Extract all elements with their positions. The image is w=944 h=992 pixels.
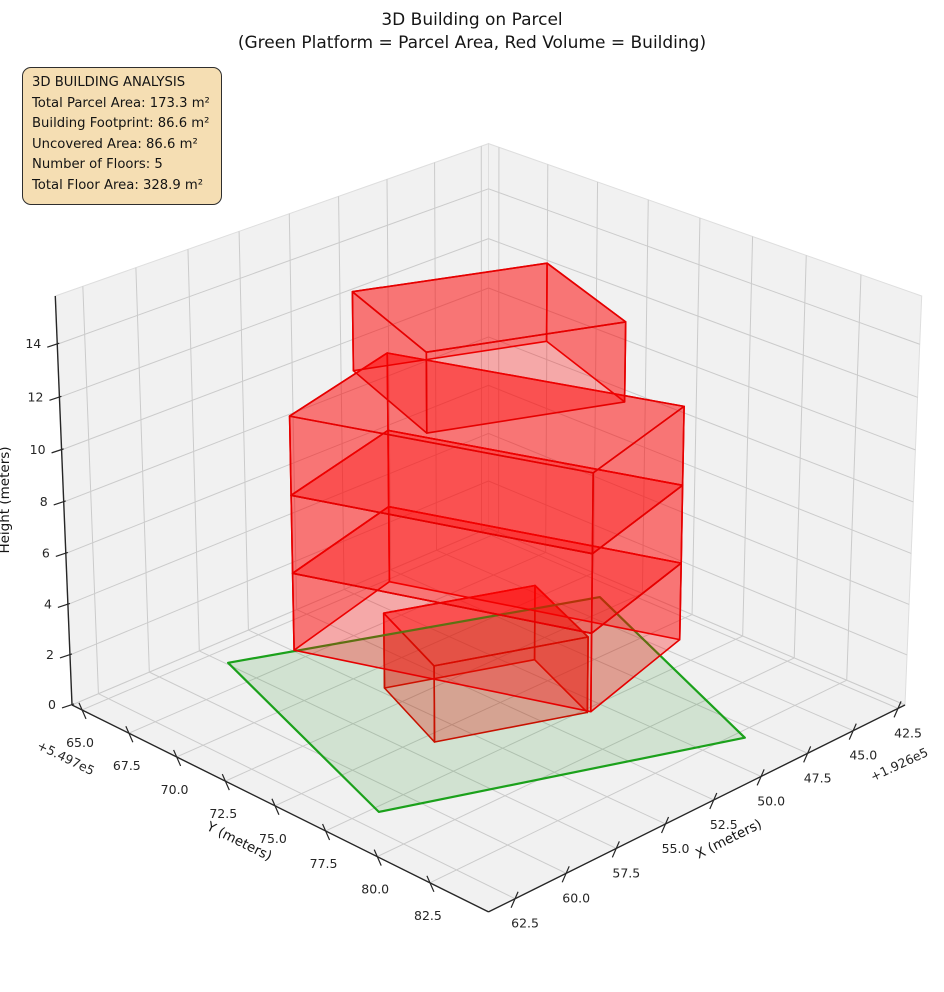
parcel-platform — [227, 595, 746, 814]
info-box-line: Total Parcel Area: 173.3 m² — [32, 95, 210, 111]
x-tick-label: 52.5 — [710, 817, 738, 832]
info-box-title: 3D BUILDING ANALYSIS — [32, 75, 186, 90]
z-tick-label: 14 — [25, 336, 41, 351]
tick-marks — [47, 342, 902, 908]
x-axis-spine — [488, 704, 906, 913]
z-axis-label: Height (meters) — [0, 446, 13, 553]
z-tick-label: 2 — [46, 647, 54, 662]
y-tick-label: 80.0 — [361, 882, 389, 897]
building-floor-top-face — [382, 584, 589, 667]
plot-subtitle: (Green Platform = Parcel Area, Red Volum… — [237, 33, 707, 53]
y-tick-label: 72.5 — [209, 806, 237, 821]
building-floor-top-face — [351, 262, 627, 354]
x-tick-label: 55.0 — [662, 841, 690, 856]
info-box-line: Building Footprint: 86.6 m² — [32, 116, 210, 132]
x-tick-label: 45.0 — [849, 748, 877, 763]
x-tick-label: 42.5 — [894, 725, 922, 740]
info-box-line: Number of Floors: 5 — [32, 157, 163, 173]
y-tick-label: 75.0 — [259, 831, 287, 846]
y-tick-label: 70.0 — [161, 782, 189, 797]
x-tick-label: 50.0 — [757, 793, 785, 808]
y-tick-label: 77.5 — [310, 856, 338, 871]
z-tick-label: 6 — [42, 545, 50, 560]
x-tick-label: 47.5 — [804, 770, 832, 785]
y-tick-label: 82.5 — [414, 908, 442, 923]
grid-lines — [57, 146, 920, 900]
analysis-info-box: 3D BUILDING ANALYSIS Total Parcel Area: … — [22, 67, 222, 205]
info-box-line: Total Floor Area: 328.9 m² — [32, 177, 204, 193]
z-tick-label: 10 — [30, 442, 46, 457]
z-axis-spine — [54, 295, 73, 705]
x-tick-label: 57.5 — [612, 865, 640, 880]
z-tick-label: 4 — [44, 596, 52, 611]
x-axis-offset-text: +1.926e5 — [868, 744, 930, 784]
y-tick-label: 65.0 — [66, 735, 94, 750]
plot-title-line1: 3D Building on Parcel — [381, 10, 563, 30]
x-tick-label: 62.5 — [511, 916, 539, 931]
axis-spines — [54, 295, 906, 913]
info-box-line: Uncovered Area: 86.6 m² — [32, 136, 198, 152]
z-tick-label: 0 — [48, 697, 56, 712]
plot-title: 3D Building on Parcel (Green Platform = … — [0, 9, 944, 55]
z-tick-label: 12 — [28, 389, 44, 404]
y-axis-spine — [71, 704, 489, 913]
z-tick-label: 8 — [40, 494, 48, 509]
x-tick-label: 60.0 — [562, 890, 590, 905]
building-floor-top-face — [288, 352, 685, 474]
building-volume — [227, 262, 746, 814]
y-tick-label: 67.5 — [113, 758, 141, 773]
